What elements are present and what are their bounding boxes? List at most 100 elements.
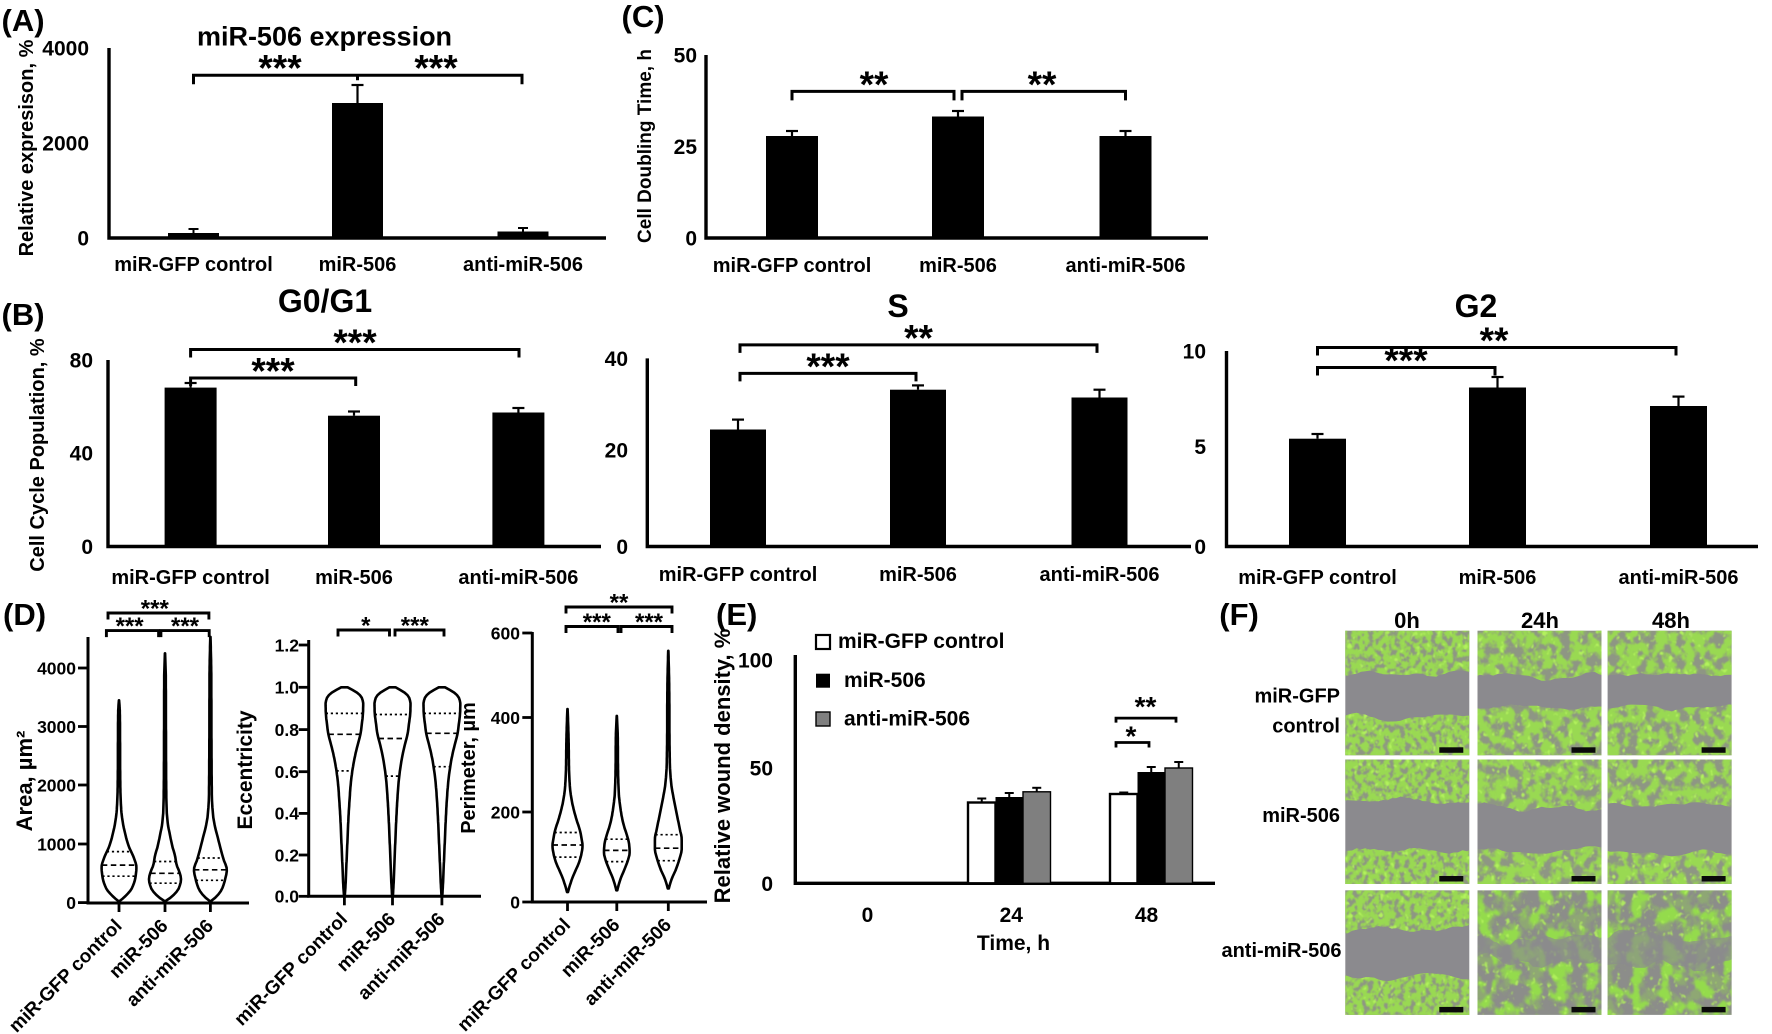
svg-text:anti-miR-506: anti-miR-506 xyxy=(463,254,583,276)
svg-text:Cell Cycle Population, %: Cell Cycle Population, % xyxy=(27,338,49,572)
svg-text:0: 0 xyxy=(81,536,93,559)
svg-text:S: S xyxy=(887,288,908,324)
svg-text:Time, h: Time, h xyxy=(977,932,1050,955)
svg-text:24: 24 xyxy=(1000,904,1024,927)
svg-text:50: 50 xyxy=(750,758,773,781)
svg-text:**: ** xyxy=(860,64,889,105)
svg-text:1000: 1000 xyxy=(37,834,76,854)
svg-text:200: 200 xyxy=(491,802,520,822)
svg-text:***: *** xyxy=(635,609,664,636)
svg-text:miR-GFP control: miR-GFP control xyxy=(114,254,273,276)
svg-text:**: ** xyxy=(1028,64,1057,105)
svg-text:G2: G2 xyxy=(1455,288,1498,324)
svg-text:0: 0 xyxy=(1194,536,1206,559)
svg-text:anti-miR-506: anti-miR-506 xyxy=(458,567,578,589)
svg-text:Perimeter, µm: Perimeter, µm xyxy=(458,702,480,834)
svg-text:48: 48 xyxy=(1135,904,1159,927)
svg-text:0: 0 xyxy=(510,892,520,912)
svg-text:0h: 0h xyxy=(1394,608,1420,633)
svg-text:*: * xyxy=(1126,721,1137,752)
svg-text:4000: 4000 xyxy=(37,658,76,678)
svg-text:miR-GFP control: miR-GFP control xyxy=(111,567,270,589)
svg-text:0: 0 xyxy=(685,228,697,251)
svg-text:40: 40 xyxy=(605,348,628,371)
svg-text:Area, µm²: Area, µm² xyxy=(12,731,37,832)
svg-text:***: *** xyxy=(258,48,302,89)
svg-text:anti-miR-506: anti-miR-506 xyxy=(1618,567,1738,589)
svg-text:miR-506: miR-506 xyxy=(844,669,926,692)
svg-text:3000: 3000 xyxy=(37,717,76,737)
svg-text:50: 50 xyxy=(674,45,697,68)
svg-text:miR-506: miR-506 xyxy=(879,564,957,586)
svg-text:600: 600 xyxy=(491,623,520,643)
svg-text:0.2: 0.2 xyxy=(275,845,300,865)
svg-text:miR-GFP control: miR-GFP control xyxy=(659,564,818,586)
svg-text:4000: 4000 xyxy=(42,38,89,61)
svg-text:*: * xyxy=(361,613,371,640)
svg-text:miR-506: miR-506 xyxy=(1459,567,1537,589)
svg-text:**: ** xyxy=(1480,320,1509,361)
svg-text:10: 10 xyxy=(1183,341,1206,364)
svg-text:24h: 24h xyxy=(1521,608,1559,633)
svg-text:anti-miR-506: anti-miR-506 xyxy=(844,708,970,731)
svg-text:***: *** xyxy=(333,322,377,363)
svg-text:***: *** xyxy=(1384,340,1428,381)
svg-text:(D): (D) xyxy=(3,597,46,632)
svg-text:2000: 2000 xyxy=(42,133,89,156)
svg-text:48h: 48h xyxy=(1652,608,1690,633)
svg-text:0.6: 0.6 xyxy=(275,762,300,782)
svg-text:2000: 2000 xyxy=(37,775,76,795)
svg-text:Relative expresison, %: Relative expresison, % xyxy=(16,39,38,256)
svg-text:***: *** xyxy=(141,596,170,623)
svg-text:miR-GFP control: miR-GFP control xyxy=(1238,567,1397,589)
svg-text:1.0: 1.0 xyxy=(275,678,300,698)
svg-text:Cell Doubling Time, h: Cell Doubling Time, h xyxy=(635,49,656,243)
svg-text:Relative wound density, %: Relative wound density, % xyxy=(710,629,735,904)
svg-text:miR-506: miR-506 xyxy=(315,567,393,589)
svg-text:***: *** xyxy=(806,346,850,387)
svg-text:miR-506: miR-506 xyxy=(1262,805,1340,827)
svg-text:1.2: 1.2 xyxy=(275,635,300,655)
svg-text:miR-GFP control: miR-GFP control xyxy=(713,255,872,277)
svg-text:***: *** xyxy=(116,613,145,640)
svg-text:***: *** xyxy=(171,613,200,640)
svg-text:miR-GFP control: miR-GFP control xyxy=(838,630,1004,653)
svg-text:0: 0 xyxy=(862,904,874,927)
svg-text:miR-506 expression: miR-506 expression xyxy=(197,22,452,52)
svg-text:100: 100 xyxy=(738,650,773,673)
svg-text:0: 0 xyxy=(66,893,76,913)
svg-text:(B): (B) xyxy=(2,297,45,332)
svg-text:Eccentricity: Eccentricity xyxy=(234,710,257,829)
svg-text:anti-miR-506: anti-miR-506 xyxy=(1039,564,1159,586)
svg-text:0: 0 xyxy=(616,536,628,559)
svg-text:(A): (A) xyxy=(2,3,45,38)
svg-text:(F): (F) xyxy=(1219,597,1259,632)
svg-text:0: 0 xyxy=(77,228,89,251)
svg-text:80: 80 xyxy=(70,350,93,373)
svg-text:**: ** xyxy=(610,590,629,617)
svg-text:***: *** xyxy=(583,609,612,636)
svg-text:0.4: 0.4 xyxy=(275,804,300,824)
svg-text:0.0: 0.0 xyxy=(275,887,300,907)
svg-text:miR-GFP: miR-GFP xyxy=(1254,685,1340,707)
svg-text:control: control xyxy=(1272,716,1340,738)
svg-text:miR-506: miR-506 xyxy=(319,254,397,276)
svg-text:40: 40 xyxy=(70,443,93,466)
svg-text:miR-506: miR-506 xyxy=(919,255,997,277)
svg-text:***: *** xyxy=(414,48,458,89)
svg-text:**: ** xyxy=(904,317,933,358)
svg-text:400: 400 xyxy=(491,708,520,728)
svg-text:anti-miR-506: anti-miR-506 xyxy=(1065,255,1185,277)
svg-text:5: 5 xyxy=(1194,436,1206,459)
svg-text:***: *** xyxy=(401,613,430,640)
svg-text:25: 25 xyxy=(674,136,698,159)
svg-text:0.8: 0.8 xyxy=(275,720,300,740)
svg-text:***: *** xyxy=(251,351,295,392)
svg-text:20: 20 xyxy=(605,440,628,463)
svg-text:G0/G1: G0/G1 xyxy=(278,283,372,319)
svg-text:0: 0 xyxy=(761,873,773,896)
svg-text:**: ** xyxy=(1135,691,1157,722)
svg-text:anti-miR-506: anti-miR-506 xyxy=(1221,940,1341,962)
svg-text:(C): (C) xyxy=(622,0,665,34)
svg-text:(E): (E) xyxy=(716,597,757,632)
